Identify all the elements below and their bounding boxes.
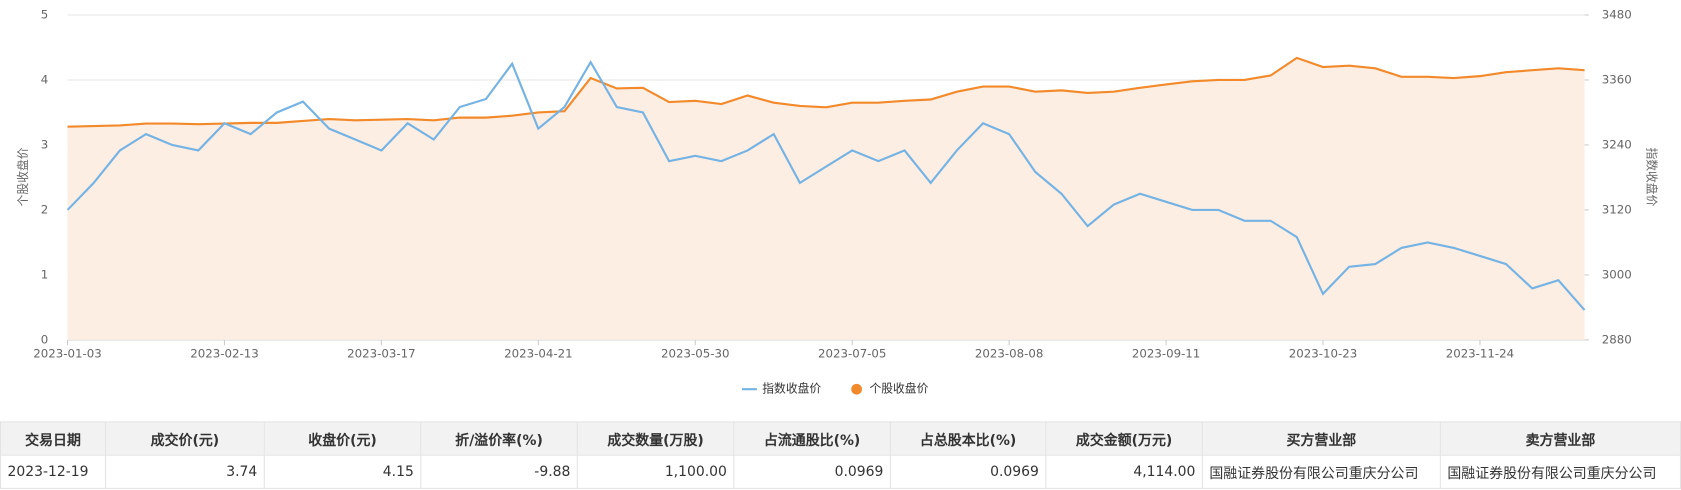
y-tick-label: 1 xyxy=(41,267,48,281)
y2-tick-label: 3000 xyxy=(1602,267,1632,281)
x-tick-label: 2023-05-30 xyxy=(661,346,729,360)
chart: 个股收盘价 指数收盘价 0 1 2 3 4 5 2880 3000 3120 3240 3360 34… xyxy=(16,8,1659,396)
y-tick-label: 2 xyxy=(41,202,48,216)
table-cell: -9.88 xyxy=(420,454,578,489)
x-tick-label: 2023-03-17 xyxy=(347,346,415,360)
table-cell: 1,100.00 xyxy=(576,454,735,489)
y2-tick-label: 3120 xyxy=(1602,202,1632,216)
header-cell: 卖方营业部 xyxy=(1439,421,1681,456)
y2-tick-label: 3240 xyxy=(1602,137,1632,151)
table-cell: 0.0969 xyxy=(733,454,891,489)
x-tick-label: 2023-10-23 xyxy=(1289,346,1357,360)
y-tick-label: 3 xyxy=(41,137,48,151)
x-tick-label: 2023-09-11 xyxy=(1132,346,1200,360)
y-axis-title: 个股收盘价 xyxy=(16,147,30,206)
header-cell: 折/溢价率(%) xyxy=(420,421,578,456)
y-tick-label: 5 xyxy=(41,8,48,22)
y2-tick-label: 3480 xyxy=(1602,8,1632,22)
table-cell: 4.15 xyxy=(263,454,422,489)
header-cell: 占总股本比(%) xyxy=(889,421,1047,456)
header-cell: 交易日期 xyxy=(0,421,107,456)
header-cell: 收盘价(元) xyxy=(263,421,422,456)
x-tick-label: 2023-08-08 xyxy=(975,346,1043,360)
legend-label: 个股收盘价 xyxy=(869,382,928,396)
header-cell: 成交价(元) xyxy=(105,421,265,456)
y2-axis-title: 指数收盘价 xyxy=(1645,147,1659,206)
table-row: 2023-12-19 3.74 4.15 -9.88 1,100.00 0.0969 0.0… xyxy=(0,454,1681,489)
table-cell: 国融证券股份有限公司重庆分公司 xyxy=(1439,454,1681,489)
header-cell: 占流通股比(%) xyxy=(733,421,891,456)
y-tick-label: 4 xyxy=(41,72,48,86)
legend-marker xyxy=(851,383,862,395)
x-tick-label: 2023-01-03 xyxy=(33,346,101,360)
y2-tick-label: 3360 xyxy=(1602,72,1632,86)
x-tick-label: 2023-02-13 xyxy=(190,346,258,360)
series-line xyxy=(66,59,1586,311)
header-row: 交易日期 成交价(元) 收盘价(元) 折/溢价率(%) 成交数量(万股) 占流通股比(%)… xyxy=(0,421,1681,456)
legend-label: 指数收盘价 xyxy=(762,382,821,396)
y2-tick-label: 2880 xyxy=(1602,332,1632,346)
table-cell: 4,114.00 xyxy=(1045,454,1203,489)
table-cell: 3.74 xyxy=(105,454,265,489)
header-cell: 买方营业部 xyxy=(1201,421,1441,456)
y-tick-label: 0 xyxy=(41,332,48,346)
trade-table: 交易日期 成交价(元) 收盘价(元) 折/溢价率(%) 成交数量(万股) 占流通股比(%)… xyxy=(0,421,1681,489)
header-cell: 成交数量(万股) xyxy=(576,421,735,456)
table-cell: 0.0969 xyxy=(889,454,1047,489)
table-body: 2023-12-19 3.74 4.15 -9.88 1,100.00 0.0969 0.0… xyxy=(0,454,1681,489)
header-cell: 成交金额(万元) xyxy=(1045,421,1203,456)
x-tick-label: 2023-04-21 xyxy=(504,346,572,360)
series-area xyxy=(67,57,1585,340)
table-cell: 2023-12-19 xyxy=(0,454,107,489)
x-tick-label: 2023-07-05 xyxy=(818,346,886,360)
table-cell: 国融证券股份有限公司重庆分公司 xyxy=(1201,454,1441,489)
x-tick-label: 2023-11-24 xyxy=(1446,346,1514,360)
